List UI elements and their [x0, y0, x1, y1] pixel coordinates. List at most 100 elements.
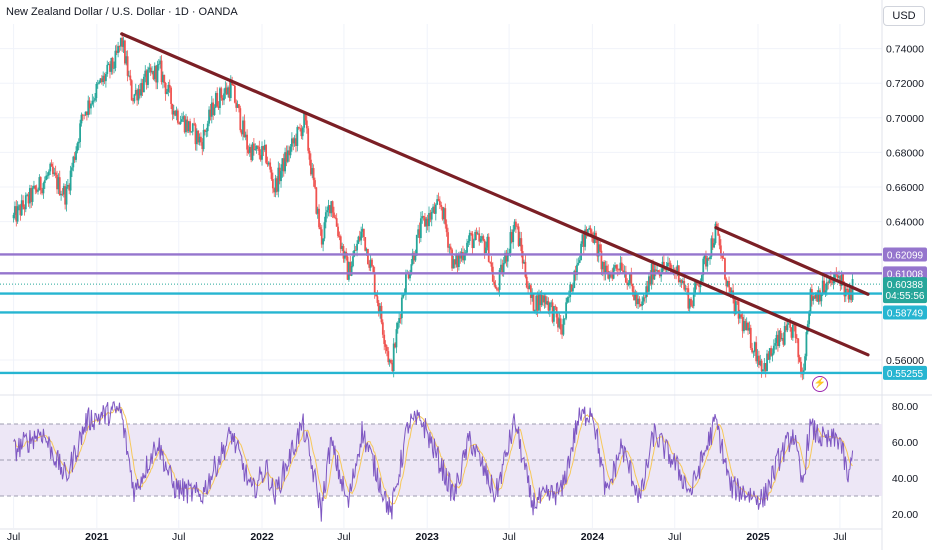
rsi-tick-label: 60.00 [892, 437, 918, 449]
candle-body [119, 37, 122, 47]
candle-body [528, 285, 531, 290]
time-tick-label: 2022 [250, 531, 274, 543]
candle-body [550, 302, 553, 304]
candle-body [217, 106, 220, 108]
candle-body [124, 40, 126, 64]
candle-body [623, 271, 626, 273]
candle-body [263, 145, 266, 150]
candle-body [83, 114, 86, 116]
candle-body [339, 236, 342, 249]
candle-body [61, 193, 64, 195]
candle-body [652, 263, 654, 280]
price-tick-label: 0.64000 [886, 217, 924, 229]
candle-body [128, 75, 130, 77]
candle-body [18, 205, 20, 207]
candle-body [620, 262, 623, 271]
trendline[interactable] [120, 32, 870, 357]
candle-body [534, 310, 536, 312]
candle-body [586, 229, 589, 236]
currency-button[interactable]: USD [883, 6, 925, 26]
candle-body [156, 64, 159, 83]
candle-body [68, 184, 71, 191]
candle-body [470, 232, 472, 234]
price-tick-label: 0.72000 [886, 78, 924, 90]
candle-body [50, 163, 53, 167]
candle-body [566, 297, 569, 303]
candle-body [462, 252, 464, 261]
candle-body [171, 103, 174, 115]
candle-body [440, 204, 443, 207]
candle-body [426, 218, 429, 227]
candle-body [478, 233, 481, 242]
trendline[interactable] [714, 226, 870, 296]
candle-body [316, 208, 319, 214]
candle-body [505, 252, 508, 262]
candle-body [269, 162, 272, 170]
candle-body [520, 238, 523, 252]
candle-body [694, 281, 697, 295]
rsi-ma-line [13, 406, 853, 506]
candle-body [565, 302, 568, 319]
time-tick-label: Jul [833, 531, 846, 543]
candle-body [474, 232, 477, 241]
candle-body [106, 64, 109, 75]
candle-body [554, 306, 557, 308]
candle-body [698, 284, 701, 288]
candle-body [504, 252, 506, 264]
candle-body [624, 271, 627, 283]
candle-body [614, 265, 616, 268]
candle-body [178, 122, 181, 125]
candle-body [62, 186, 65, 195]
candle-body [452, 259, 455, 269]
candle-body [213, 107, 216, 115]
candle-body [660, 273, 663, 277]
candle-body [371, 259, 373, 267]
candle-body [502, 263, 505, 274]
candle-body [210, 102, 213, 117]
candle-body [816, 293, 819, 302]
candle-body [90, 103, 92, 109]
candle-body [289, 146, 292, 156]
candle-body [167, 84, 170, 92]
trendlines[interactable] [120, 32, 870, 357]
candle-body [136, 89, 139, 101]
candle-body [228, 87, 231, 98]
candle-body [22, 200, 24, 207]
candle-body [81, 114, 84, 116]
candle-body [159, 60, 162, 64]
candle-body [219, 88, 221, 108]
candle-body [381, 322, 384, 335]
candle-body [669, 263, 672, 270]
candle-body [91, 100, 94, 104]
candle-body [768, 348, 771, 360]
candle-body [657, 270, 660, 273]
candle-body [248, 146, 251, 153]
candle-body [271, 179, 274, 189]
candle-body [817, 290, 820, 302]
lightning-icon[interactable]: ⚡ [812, 376, 828, 392]
candle-body [524, 261, 527, 277]
candle-body [737, 301, 740, 319]
level-label-bg [883, 305, 927, 320]
candle-body [436, 199, 439, 205]
candle-body [798, 357, 801, 362]
candle-body [312, 168, 315, 181]
candle-body [597, 244, 600, 257]
candle-body [361, 228, 364, 232]
candle-body [320, 229, 323, 245]
candle-body [815, 293, 817, 299]
candle-body [296, 127, 299, 146]
candle-body [276, 178, 278, 192]
candle-body [137, 89, 140, 101]
candle-body [380, 305, 383, 323]
horizontal-levels[interactable] [0, 253, 882, 375]
candle-body [198, 136, 201, 143]
candle-body [603, 261, 606, 274]
candle-body [392, 343, 395, 371]
candle-body [262, 146, 265, 150]
candle-body [748, 327, 751, 331]
candle-body [529, 285, 532, 299]
time-tick-label: 2021 [85, 531, 109, 543]
candle-body [538, 293, 540, 311]
